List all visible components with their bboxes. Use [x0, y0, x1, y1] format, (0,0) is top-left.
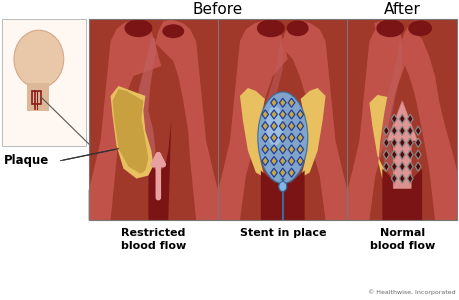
Polygon shape [138, 36, 156, 169]
Polygon shape [383, 162, 388, 171]
Polygon shape [398, 114, 404, 124]
Polygon shape [406, 162, 412, 171]
Polygon shape [398, 126, 404, 135]
Polygon shape [381, 39, 401, 178]
Polygon shape [297, 110, 303, 119]
Polygon shape [391, 162, 396, 171]
Polygon shape [369, 95, 398, 181]
Polygon shape [261, 133, 268, 142]
Polygon shape [279, 157, 285, 166]
Text: Normal
blood flow: Normal blood flow [369, 228, 434, 251]
Polygon shape [279, 168, 285, 177]
Text: Stent in place: Stent in place [239, 228, 325, 238]
Polygon shape [112, 89, 148, 174]
Polygon shape [347, 19, 406, 220]
Polygon shape [279, 98, 285, 107]
Polygon shape [288, 98, 294, 107]
Polygon shape [270, 145, 277, 154]
Polygon shape [279, 122, 285, 130]
Polygon shape [391, 150, 396, 159]
Polygon shape [406, 150, 412, 159]
Polygon shape [391, 174, 396, 183]
Polygon shape [406, 138, 412, 147]
Polygon shape [406, 174, 412, 183]
Polygon shape [155, 19, 218, 220]
Polygon shape [261, 157, 268, 166]
Bar [89, 19, 218, 220]
Polygon shape [381, 169, 421, 220]
Polygon shape [398, 162, 404, 171]
Bar [27, 83, 49, 111]
Ellipse shape [257, 92, 307, 184]
Polygon shape [297, 122, 303, 130]
Polygon shape [386, 101, 417, 188]
Polygon shape [383, 138, 388, 147]
Polygon shape [288, 110, 294, 119]
Polygon shape [89, 19, 161, 220]
Polygon shape [288, 122, 294, 130]
Ellipse shape [278, 182, 286, 191]
Ellipse shape [162, 24, 184, 38]
Bar [89, 19, 456, 220]
Polygon shape [240, 88, 269, 181]
Polygon shape [279, 133, 285, 142]
Ellipse shape [14, 30, 64, 88]
Text: Restricted
blood flow: Restricted blood flow [120, 228, 185, 251]
Polygon shape [383, 150, 388, 159]
Ellipse shape [256, 19, 284, 37]
Polygon shape [270, 157, 277, 166]
Bar [347, 19, 456, 220]
Polygon shape [279, 110, 285, 119]
Polygon shape [399, 19, 456, 220]
Polygon shape [414, 126, 420, 135]
Text: Before: Before [192, 2, 243, 17]
Polygon shape [297, 145, 303, 154]
Ellipse shape [286, 20, 308, 36]
Ellipse shape [375, 19, 403, 37]
Polygon shape [279, 145, 285, 154]
Ellipse shape [124, 19, 152, 37]
Polygon shape [391, 114, 396, 124]
Polygon shape [288, 157, 294, 166]
Polygon shape [148, 121, 171, 220]
Polygon shape [391, 126, 396, 135]
Polygon shape [270, 110, 277, 119]
Polygon shape [295, 88, 325, 181]
Polygon shape [288, 168, 294, 177]
Polygon shape [414, 162, 420, 171]
Polygon shape [391, 138, 396, 147]
Polygon shape [383, 126, 388, 135]
Polygon shape [398, 150, 404, 159]
Polygon shape [398, 174, 404, 183]
Polygon shape [288, 133, 294, 142]
Text: © Healthwise, Incorporated: © Healthwise, Incorporated [368, 289, 455, 295]
Polygon shape [270, 98, 277, 107]
Polygon shape [406, 114, 412, 124]
Polygon shape [270, 133, 277, 142]
Polygon shape [260, 171, 304, 220]
Polygon shape [270, 122, 277, 130]
Polygon shape [261, 122, 268, 130]
Polygon shape [297, 157, 303, 166]
Polygon shape [288, 145, 294, 154]
Polygon shape [261, 110, 268, 119]
Polygon shape [261, 145, 268, 154]
Polygon shape [270, 168, 277, 177]
Bar [218, 19, 347, 220]
Ellipse shape [265, 106, 283, 146]
Polygon shape [414, 150, 420, 159]
Polygon shape [297, 133, 303, 142]
Polygon shape [398, 138, 404, 147]
Polygon shape [280, 19, 347, 220]
Polygon shape [110, 86, 153, 178]
Polygon shape [406, 126, 412, 135]
Polygon shape [218, 19, 287, 220]
Text: After: After [383, 2, 420, 17]
Bar [2, 19, 85, 146]
Ellipse shape [407, 20, 431, 36]
Bar [32, 91, 41, 104]
Polygon shape [414, 138, 420, 147]
Polygon shape [260, 39, 282, 181]
Text: Plaque: Plaque [4, 154, 49, 167]
